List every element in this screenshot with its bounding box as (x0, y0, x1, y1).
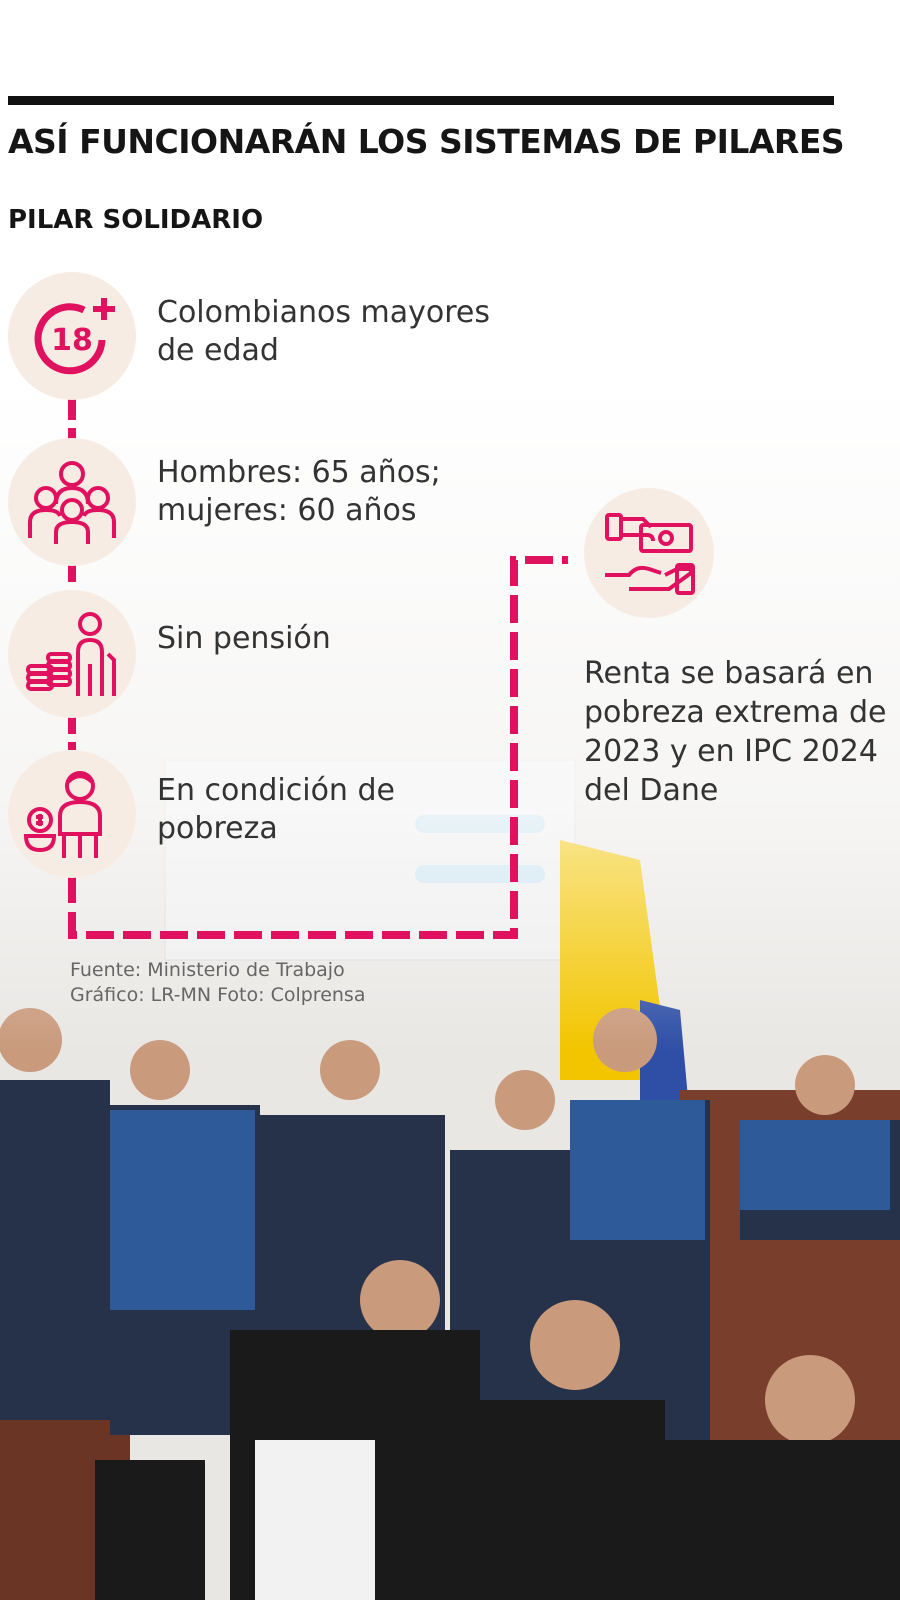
step-age-requirement: Hombres: 65 años; mujeres: 60 años (0, 438, 540, 566)
step-label: En condición de pobreza (157, 773, 395, 846)
family-group-icon (8, 438, 136, 566)
svg-text:18: 18 (51, 323, 93, 358)
step-label: Sin pensión (157, 621, 331, 656)
elderly-coins-icon (8, 590, 136, 718)
page-title: ASÍ FUNCIONARÁN LOS SISTEMAS DE PILARES (8, 122, 845, 161)
step-poverty: En condición de pobreza (0, 750, 540, 878)
step-label: Colombianos mayores de edad (157, 295, 490, 368)
result-description: Renta se basará en pobreza extrema de 20… (584, 656, 887, 808)
credits: Fuente: Ministerio de Trabajo Gráfico: L… (70, 958, 365, 1008)
header-rule (8, 96, 834, 105)
step-adults: 18 Colombianos mayores de edad (0, 272, 540, 400)
step-label: Hombres: 65 años; mujeres: 60 años (157, 455, 441, 528)
poverty-person-icon (8, 750, 136, 878)
source-credit: Fuente: Ministerio de Trabajo (70, 959, 345, 981)
hand-money-icon (584, 488, 714, 618)
section-subtitle: PILAR SOLIDARIO (8, 205, 264, 235)
age-18-plus-icon: 18 (8, 272, 136, 400)
graphic-credit: Gráfico: LR-MN Foto: Colprensa (70, 984, 366, 1006)
step-no-pension: Sin pensión (0, 590, 540, 718)
